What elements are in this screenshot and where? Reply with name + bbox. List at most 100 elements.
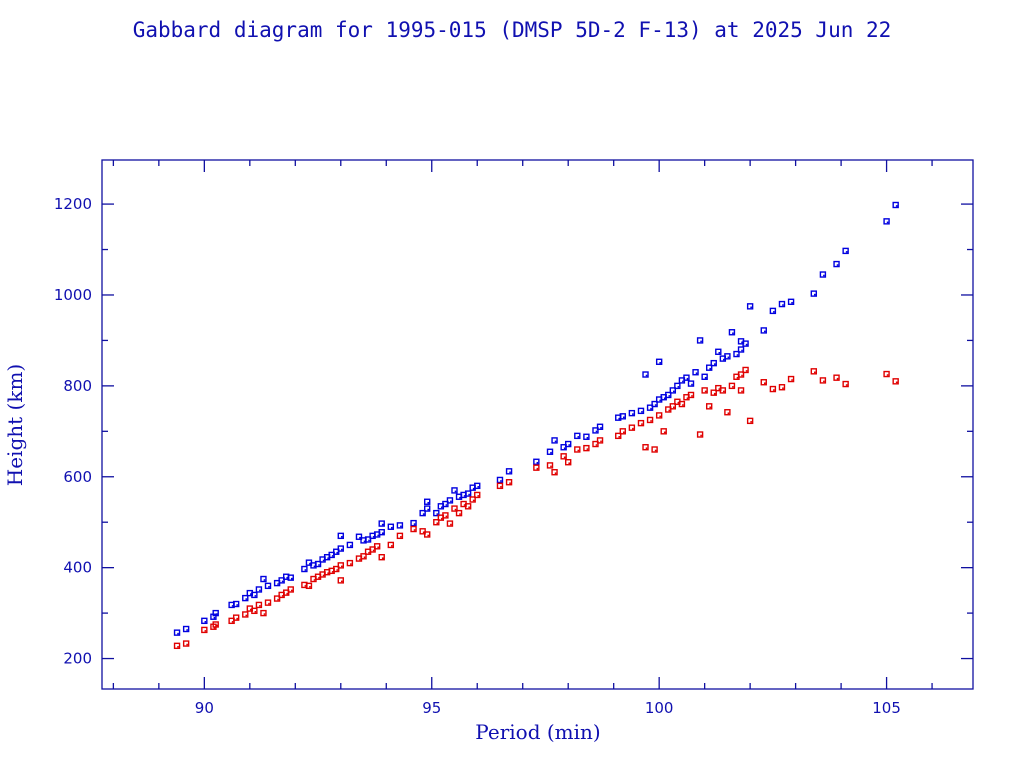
- marker-dot: [741, 341, 743, 344]
- marker-dot: [836, 264, 839, 266]
- marker-dot: [814, 293, 816, 296]
- marker-box: [769, 385, 777, 393]
- perigee-point: [464, 503, 472, 510]
- marker-box: [396, 532, 404, 540]
- perigee-point: [651, 446, 658, 453]
- perigee-point: [596, 437, 604, 444]
- marker-dot: [713, 392, 716, 395]
- marker-dot: [336, 569, 339, 571]
- marker-dot: [782, 387, 784, 390]
- perigee-point: [769, 385, 777, 393]
- marker-dot: [791, 379, 793, 381]
- marker-box: [565, 440, 572, 448]
- apogee-point: [212, 609, 219, 617]
- apogee-point: [705, 364, 713, 371]
- marker-dot: [782, 304, 784, 306]
- marker-box: [692, 369, 699, 376]
- marker-box: [287, 586, 294, 593]
- perigee-point: [410, 525, 417, 533]
- apogee-point: [474, 482, 481, 490]
- marker-dot: [215, 613, 218, 615]
- marker-dot: [509, 482, 511, 485]
- marker-dot: [732, 386, 734, 388]
- perigee-point: [546, 462, 554, 469]
- apogee-point: [742, 340, 749, 347]
- perigee-point: [642, 444, 649, 451]
- marker-box: [474, 491, 481, 499]
- marker-box: [373, 543, 381, 550]
- marker-dot: [236, 604, 238, 606]
- marker-dot: [600, 440, 602, 443]
- marker-dot: [350, 563, 352, 565]
- marker-box: [264, 582, 272, 590]
- marker-dot: [340, 565, 343, 568]
- marker-box: [496, 476, 504, 484]
- marker-dot: [773, 389, 775, 391]
- perigee-point: [842, 380, 849, 388]
- marker-dot: [763, 382, 766, 385]
- perigee-point: [701, 387, 708, 394]
- apogee-point: [574, 432, 581, 440]
- marker-dot: [677, 401, 680, 404]
- marker-dot: [600, 426, 602, 429]
- marker-box: [833, 260, 840, 268]
- marker-dot: [500, 486, 502, 488]
- marker-dot: [736, 354, 739, 356]
- marker-dot: [340, 548, 343, 551]
- marker-dot: [277, 598, 279, 601]
- marker-dot: [700, 340, 702, 343]
- marker-box: [842, 380, 849, 388]
- apogee-point: [715, 348, 722, 355]
- apogee-point: [442, 500, 449, 508]
- marker-box: [424, 498, 431, 505]
- marker-dot: [577, 436, 580, 438]
- marker-box: [833, 374, 840, 381]
- marker-box: [346, 541, 354, 549]
- apogee-point: [314, 560, 322, 568]
- marker-dot: [677, 386, 680, 388]
- apogee-point: [810, 290, 818, 297]
- perigee-point: [737, 371, 745, 378]
- marker-box: [683, 374, 690, 381]
- marker-dot: [245, 614, 248, 617]
- marker-dot: [745, 343, 748, 346]
- marker-dot: [645, 374, 648, 377]
- marker-box: [705, 403, 713, 410]
- apogee-point: [674, 382, 681, 390]
- marker-box: [883, 370, 890, 378]
- apogee-point: [255, 586, 263, 593]
- marker-dot: [536, 467, 539, 470]
- perigee-point: [496, 482, 504, 490]
- marker-dot: [336, 551, 339, 554]
- marker-box: [592, 427, 599, 434]
- marker-dot: [463, 495, 466, 497]
- marker-dot: [245, 598, 248, 600]
- marker-box: [842, 247, 849, 255]
- perigee-point: [746, 417, 754, 425]
- marker-box: [592, 440, 599, 448]
- marker-dot: [700, 434, 702, 437]
- perigee-point: [710, 389, 717, 396]
- apogee-point: [687, 380, 695, 387]
- marker-dot: [372, 536, 375, 538]
- marker-dot: [213, 626, 216, 629]
- marker-box: [546, 462, 554, 469]
- apogee-point: [833, 260, 840, 268]
- marker-dot: [318, 576, 320, 579]
- marker-dot: [450, 523, 452, 526]
- perigee-point: [819, 377, 827, 384]
- series-apogee: [173, 201, 899, 636]
- perigee-point: [424, 531, 431, 538]
- marker-box: [778, 384, 786, 391]
- marker-box: [301, 565, 308, 573]
- marker-box: [424, 505, 431, 512]
- perigee-point: [442, 512, 449, 519]
- marker-dot: [641, 423, 643, 425]
- perigee-point: [287, 586, 294, 593]
- marker-dot: [381, 557, 384, 560]
- marker-box: [496, 482, 504, 490]
- marker-box: [410, 519, 417, 527]
- marker-dot: [709, 367, 711, 370]
- x-axis-label: Period (min): [475, 720, 600, 744]
